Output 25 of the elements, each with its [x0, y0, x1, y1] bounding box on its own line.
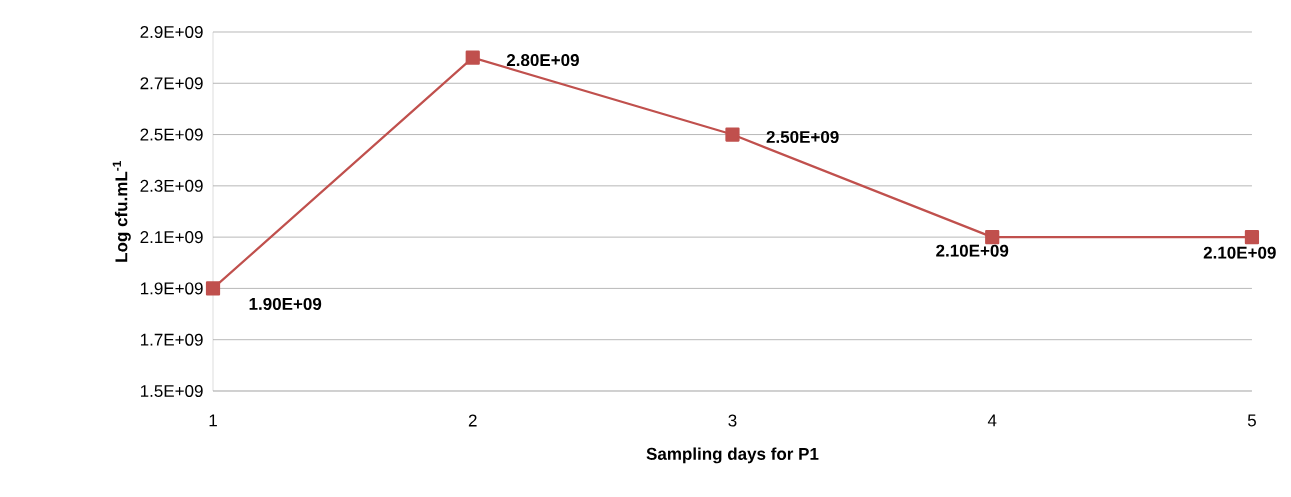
y-axis-title: Log cfu.mL$^{-1}$: [112, 160, 131, 262]
data-label: 1.90E+09: [249, 297, 322, 310]
point: [465, 50, 480, 65]
point: [205, 281, 221, 296]
y-tick-label: 1.5E+09: [140, 384, 203, 398]
point: [985, 230, 1000, 245]
point: [725, 127, 740, 142]
y-tick-label: 1.7E+09: [140, 333, 203, 346]
y-tick-label: 2.1E+09: [140, 231, 203, 244]
y-tick-label: 1.9E+09: [140, 282, 203, 295]
x-tick-label: 5: [1247, 414, 1256, 427]
data-label: 2.50E+09: [766, 130, 839, 144]
data-label: 2.10E+09: [1203, 246, 1276, 259]
data-label: 2.80E+09: [506, 54, 579, 67]
x-tick-label: 4: [987, 414, 997, 427]
data-label: 2.10E+09: [936, 244, 1009, 257]
point: [1244, 230, 1260, 245]
y-tick-label: 2.3E+09: [140, 179, 203, 192]
y-tick-label: 2.5E+09: [140, 128, 203, 141]
x-tick-label: 1: [209, 414, 217, 427]
x-tick-label: 3: [728, 414, 737, 427]
x-tick-label: 2: [468, 414, 477, 427]
y-tick-label: 2.7E+09: [140, 77, 203, 90]
x-axis-title: Sampling days for P1: [646, 447, 819, 464]
y-tick-label: 2.9E+09: [140, 25, 203, 39]
